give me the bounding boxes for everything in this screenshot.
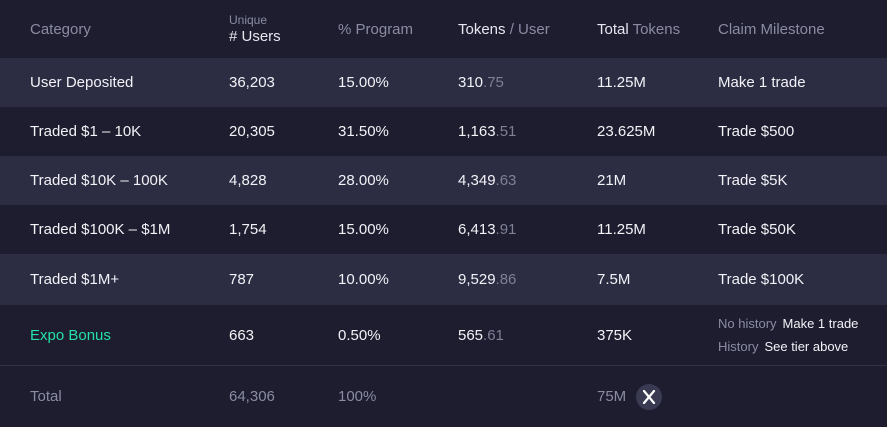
- total-tokens: 75M: [597, 388, 627, 405]
- tokens-frac: .51: [495, 123, 517, 140]
- table-row: Traded $1M+ 787 10.00% 9,529.86 7.5M Tra…: [0, 254, 887, 305]
- header-total-rest: Tokens: [628, 20, 681, 38]
- header-users-label: # Users: [229, 27, 281, 45]
- row-total-tokens: 11.25M: [597, 74, 646, 91]
- table-row: Traded $100K – $1M 1,754 15.00% 6,413.91…: [0, 205, 887, 254]
- no-history-label: No history: [718, 316, 777, 331]
- row-users: 4,828: [229, 172, 267, 189]
- row-program: 10.00%: [338, 271, 389, 288]
- table-row: User Deposited 36,203 15.00% 310.75 11.2…: [0, 58, 887, 107]
- tokens-frac: .86: [495, 271, 517, 288]
- tokens-frac: .61: [483, 326, 504, 344]
- total-row: Total 64,306 100% 75M: [0, 366, 887, 427]
- total-program: 100%: [338, 388, 377, 405]
- row-milestone: Make 1 trade: [718, 74, 806, 91]
- tokens-frac: .63: [495, 172, 517, 189]
- row-tokens-per-user: 310.75: [458, 58, 504, 107]
- total-label: Total: [30, 388, 62, 405]
- row-users: 663: [229, 326, 255, 344]
- history-label: History: [718, 339, 759, 354]
- history-value: See tier above: [764, 339, 849, 354]
- row-category: Traded $100K – $1M: [30, 221, 171, 238]
- tokens-int: 9,529: [458, 271, 496, 288]
- tokens-int: 6,413: [458, 221, 496, 238]
- row-total-tokens: 11.25M: [597, 221, 646, 238]
- header-total-tokens: Total Tokens: [597, 0, 680, 58]
- header-claim-milestone: Claim Milestone: [718, 20, 825, 38]
- header-tokens-per-user: Tokens / User: [458, 0, 550, 58]
- row-program: 0.50%: [338, 326, 381, 344]
- row-tokens-per-user: 1,163.51: [458, 107, 516, 156]
- header-category: Category: [30, 20, 91, 38]
- tokens-int: 310: [458, 74, 484, 91]
- tokens-frac: .75: [483, 74, 504, 91]
- total-tokens-cell: 75M: [597, 366, 663, 427]
- row-milestone: Trade $50K: [718, 221, 796, 238]
- row-users: 36,203: [229, 74, 275, 91]
- row-tokens-per-user: 6,413.91: [458, 205, 516, 254]
- row-milestone: Trade $5K: [718, 172, 788, 189]
- row-milestone: Trade $100K: [718, 271, 805, 288]
- tokens-int: 4,349: [458, 172, 496, 189]
- expo-bonus-category: Expo Bonus: [30, 326, 111, 344]
- row-program: 15.00%: [338, 74, 389, 91]
- row-total-tokens: 23.625M: [597, 123, 656, 140]
- row-program: 15.00%: [338, 221, 389, 238]
- tokens-int: 1,163: [458, 123, 496, 140]
- tokens-frac: .91: [495, 221, 517, 238]
- no-history-line: No history Make 1 trade: [718, 312, 858, 335]
- row-program: 28.00%: [338, 172, 389, 189]
- row-category: Traded $10K – 100K: [30, 172, 168, 189]
- row-tokens-per-user: 4,349.63: [458, 156, 516, 205]
- history-line: History See tier above: [718, 335, 848, 358]
- table-row: Traded $1 – 10K 20,305 31.50% 1,163.51 2…: [0, 107, 887, 156]
- row-category: Traded $1M+: [30, 271, 120, 288]
- row-tokens-per-user: 565.61: [458, 305, 504, 365]
- row-total-tokens: 375K: [597, 326, 633, 344]
- total-users: 64,306: [229, 388, 275, 405]
- row-category: User Deposited: [30, 74, 134, 91]
- header-tokens-strong: Tokens: [458, 20, 506, 38]
- x-logo-icon: [636, 383, 663, 410]
- table-row: Traded $10K – 100K 4,828 28.00% 4,349.63…: [0, 156, 887, 205]
- row-users: 20,305: [229, 123, 275, 140]
- tokens-int: 565: [458, 326, 484, 344]
- row-users: 787: [229, 271, 255, 288]
- row-total-tokens: 7.5M: [597, 271, 631, 288]
- no-history-value: Make 1 trade: [782, 316, 859, 331]
- row-category: Traded $1 – 10K: [30, 123, 142, 140]
- row-users: 1,754: [229, 221, 267, 238]
- expo-bonus-row: Expo Bonus 663 0.50% 565.61 375K No hist…: [0, 305, 887, 366]
- row-program: 31.50%: [338, 123, 389, 140]
- table-header: Category Unique # Users % Program Tokens…: [0, 0, 887, 58]
- header-program: % Program: [338, 20, 414, 38]
- expo-milestones: No history Make 1 trade History See tier a…: [718, 305, 858, 365]
- row-total-tokens: 21M: [597, 172, 627, 189]
- header-total-strong: Total: [597, 20, 629, 38]
- row-tokens-per-user: 9,529.86: [458, 254, 516, 305]
- header-unique-label: Unique: [229, 12, 268, 27]
- row-milestone: Trade $500: [718, 123, 795, 140]
- header-tokens-rest: / User: [505, 20, 550, 38]
- header-users: Unique # Users: [229, 0, 281, 58]
